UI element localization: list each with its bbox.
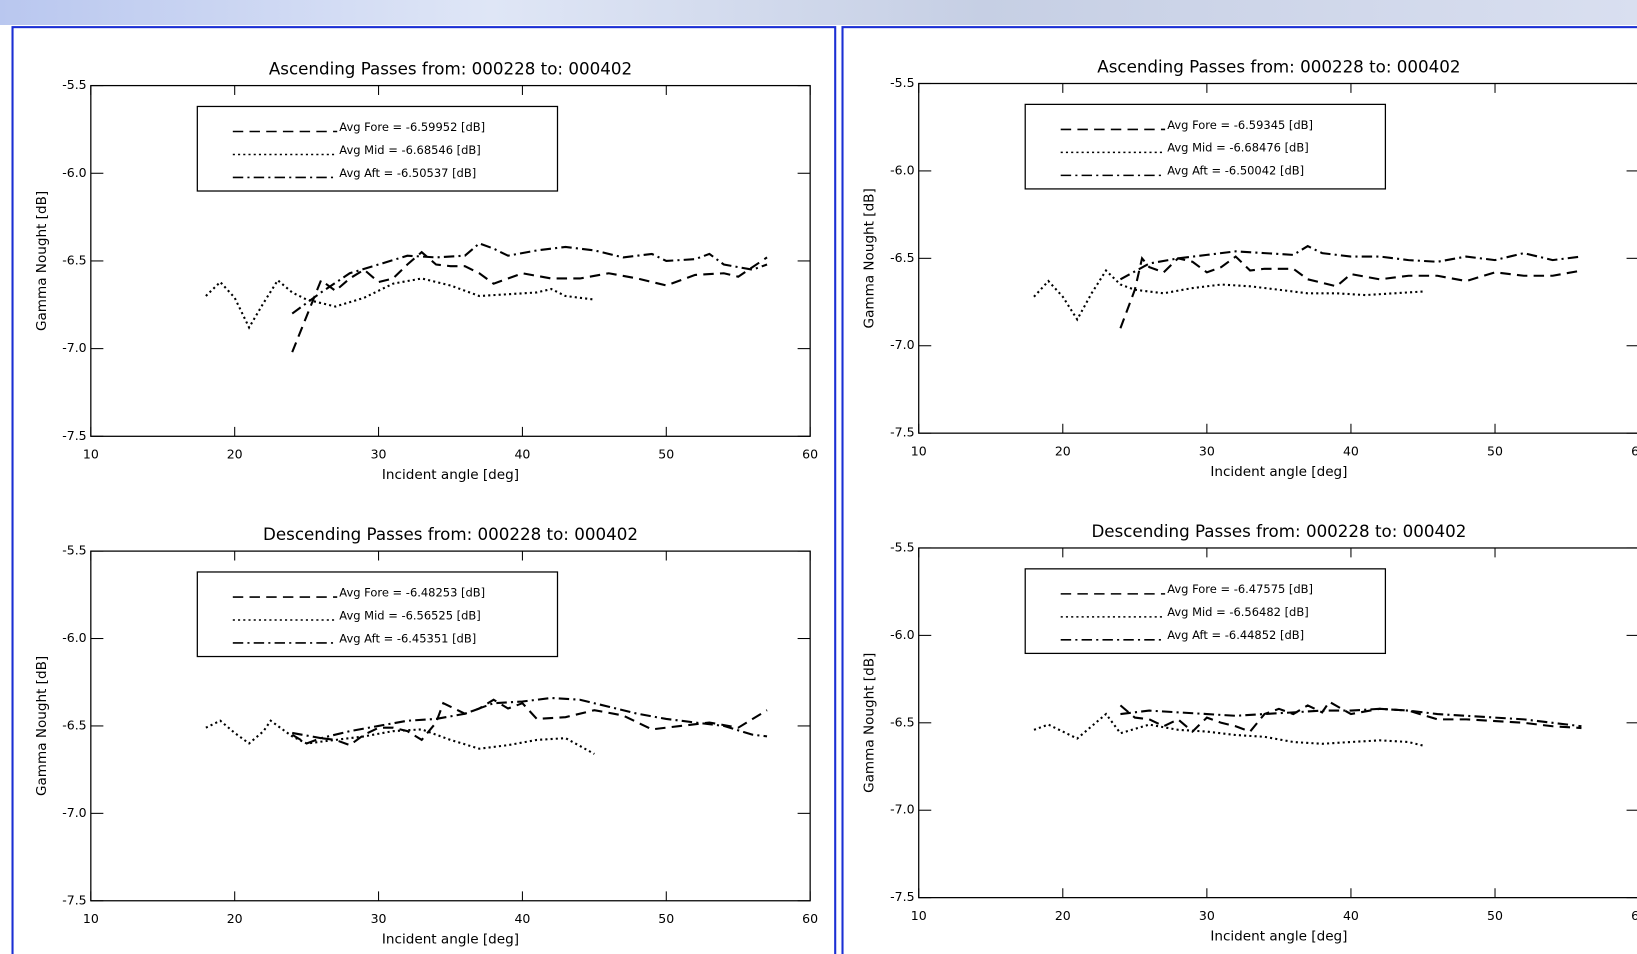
series-line	[1033, 712, 1424, 747]
x-tick-label: 50	[1487, 443, 1503, 458]
y-axis-label: Gamma Nought [dB]	[34, 191, 50, 331]
legend-label: Avg Fore = -6.59345 [dB]	[1167, 118, 1313, 132]
chart-title: Descending Passes from: 000228 to: 00040…	[263, 524, 638, 544]
x-axis-label: Incident angle [deg]	[382, 467, 519, 483]
right-panel	[841, 26, 1637, 954]
x-tick-label: 10	[911, 443, 927, 458]
legend-label: Avg Mid = -6.56525 [dB]	[339, 608, 480, 622]
y-axis-label: Gamma Nought [dB]	[862, 188, 878, 328]
legend-label: Avg Aft = -6.45351 [dB]	[339, 631, 476, 645]
banner	[0, 0, 1637, 26]
series-line	[205, 277, 595, 330]
x-tick-label: 40	[1343, 443, 1359, 458]
x-tick-label: 40	[1343, 908, 1359, 923]
x-tick-label: 50	[658, 911, 674, 926]
y-tick-label: -6.0	[62, 630, 86, 645]
x-axis-label: Incident angle [deg]	[1210, 928, 1347, 944]
y-tick-label: -7.0	[62, 805, 86, 820]
x-tick-label: 60	[1631, 908, 1637, 923]
chart-title: Descending Passes from: 000228 to: 00040…	[1091, 521, 1466, 541]
y-tick-label: -7.0	[890, 802, 914, 817]
x-tick-label: 10	[83, 447, 99, 462]
y-tick-label: -6.0	[890, 627, 914, 642]
x-tick-label: 30	[371, 447, 387, 462]
x-tick-label: 30	[371, 911, 387, 926]
x-tick-label: 40	[514, 911, 530, 926]
y-tick-label: -7.5	[890, 425, 914, 440]
series-line	[291, 242, 768, 315]
y-tick-label: -6.0	[62, 165, 86, 180]
series-line	[291, 698, 768, 747]
y-tick-label: -5.5	[62, 543, 86, 558]
x-tick-label: 50	[658, 447, 674, 462]
x-tick-label: 10	[911, 908, 927, 923]
chart-title: Ascending Passes from: 000228 to: 000402	[1097, 56, 1460, 76]
series-line	[1033, 268, 1424, 322]
y-axis-label: Gamma Nought [dB]	[862, 653, 878, 793]
series-line	[1119, 244, 1582, 281]
y-tick-label: -5.5	[890, 75, 914, 90]
y-tick-label: -7.5	[890, 889, 914, 904]
y-tick-label: -7.5	[62, 428, 86, 443]
series-line	[291, 250, 768, 353]
series-line	[1120, 707, 1582, 728]
x-tick-label: 30	[1199, 443, 1215, 458]
x-tick-label: 60	[802, 447, 818, 462]
y-tick-label: -6.5	[890, 250, 914, 265]
x-tick-label: 60	[802, 911, 818, 926]
x-tick-label: 50	[1487, 908, 1503, 923]
x-tick-label: 10	[83, 911, 99, 926]
y-tick-label: -7.0	[62, 340, 86, 355]
y-tick-label: -5.5	[62, 77, 86, 92]
x-tick-label: 40	[514, 447, 530, 462]
legend-label: Avg Mid = -6.68546 [dB]	[339, 143, 480, 157]
x-tick-label: 30	[1199, 908, 1215, 923]
left-panel	[11, 26, 837, 954]
series-line	[1119, 700, 1582, 733]
legend-label: Avg Aft = -6.50537 [dB]	[339, 166, 476, 180]
legend-label: Avg Aft = -6.50042 [dB]	[1167, 164, 1304, 178]
x-tick-label: 20	[1055, 443, 1071, 458]
legend-label: Avg Mid = -6.68476 [dB]	[1167, 141, 1308, 155]
x-tick-label: 20	[1055, 908, 1071, 923]
legend-label: Avg Aft = -6.44852 [dB]	[1167, 628, 1304, 642]
legend-label: Avg Fore = -6.48253 [dB]	[339, 585, 485, 599]
x-axis-label: Incident angle [deg]	[382, 931, 519, 947]
series-line	[205, 719, 595, 755]
y-tick-label: -5.5	[890, 539, 914, 554]
y-axis-label: Gamma Nought [dB]	[34, 656, 50, 796]
x-tick-label: 20	[227, 447, 243, 462]
legend-label: Avg Mid = -6.56482 [dB]	[1167, 605, 1308, 619]
y-tick-label: -7.0	[890, 337, 914, 352]
chart-title: Ascending Passes from: 000228 to: 000402	[269, 58, 632, 78]
y-tick-label: -6.5	[62, 252, 86, 267]
y-tick-label: -7.5	[62, 892, 86, 907]
y-tick-label: -6.5	[890, 714, 914, 729]
y-tick-label: -6.0	[890, 162, 914, 177]
y-tick-label: -6.5	[62, 717, 86, 732]
x-tick-label: 20	[227, 911, 243, 926]
x-axis-label: Incident angle [deg]	[1210, 464, 1347, 480]
legend-label: Avg Fore = -6.59952 [dB]	[339, 120, 485, 134]
x-tick-label: 60	[1631, 443, 1637, 458]
legend-label: Avg Fore = -6.47575 [dB]	[1167, 582, 1313, 596]
